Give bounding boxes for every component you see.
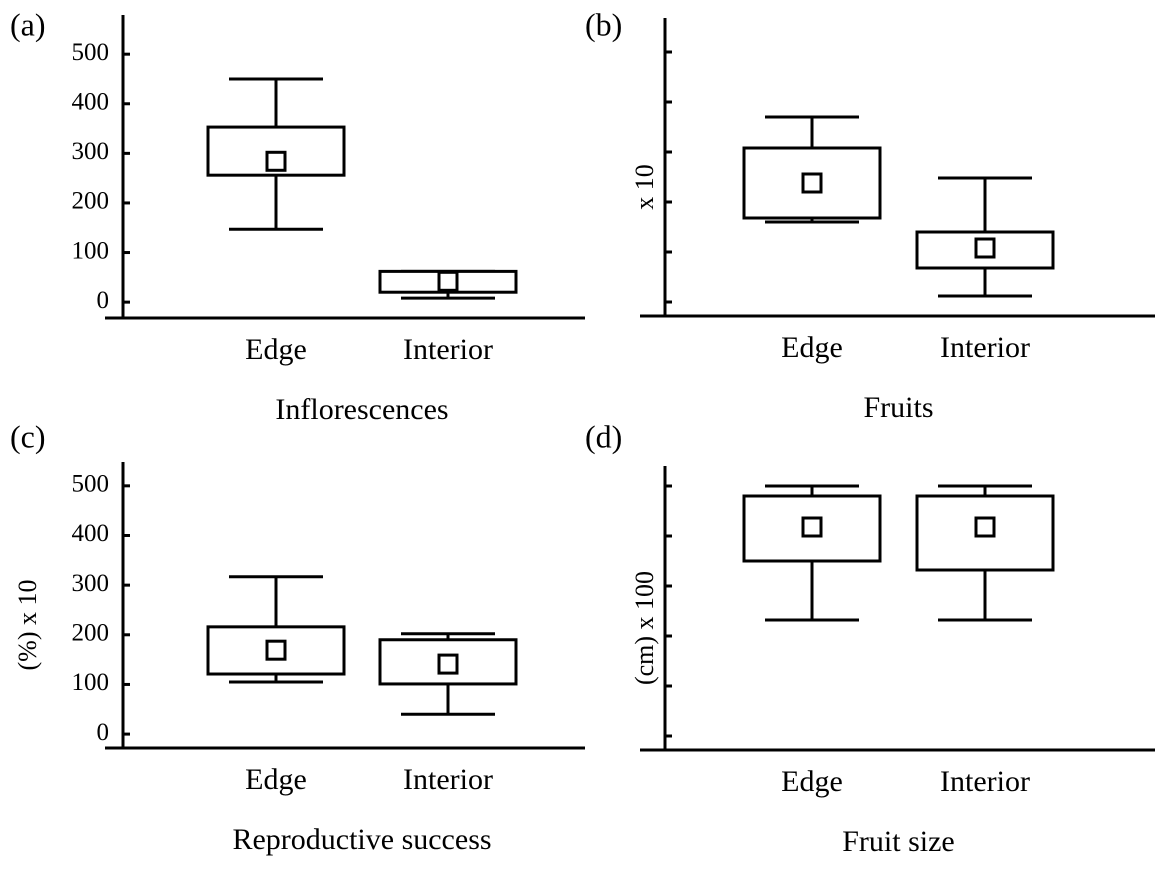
y-tick-label: 200 <box>72 188 110 215</box>
y-tick-label: 200 <box>72 620 110 647</box>
x-tick-label: Edge <box>781 331 843 364</box>
x-tick-label: Interior <box>940 765 1030 798</box>
y-tick-label: 500 <box>72 471 110 498</box>
y-tick-label: 400 <box>72 520 110 547</box>
mean-marker <box>437 653 459 675</box>
x-tick-label: Edge <box>781 765 843 798</box>
mean-marker <box>437 270 459 292</box>
panel-label: (a) <box>10 6 46 42</box>
x-axis-label: Fruit size <box>842 825 955 858</box>
y-axis-label: x 10 <box>630 164 659 210</box>
x-axis-label: Fruits <box>863 391 933 424</box>
x-tick-label: Interior <box>403 763 493 796</box>
y-tick-label: 0 <box>97 287 110 314</box>
mean-marker <box>801 516 823 538</box>
mean-marker <box>801 172 823 194</box>
mean-marker <box>974 237 996 259</box>
y-tick-label: 500 <box>72 39 110 66</box>
panel-label: (b) <box>585 6 622 42</box>
panel-label: (d) <box>585 418 622 454</box>
x-axis-label: Reproductive success <box>232 823 491 856</box>
y-axis-label: (cm) x 100 <box>630 571 659 685</box>
mean-marker <box>974 516 996 538</box>
x-tick-label: Interior <box>403 333 493 366</box>
x-axis-label: Inflorescences <box>275 393 448 426</box>
y-tick-label: 400 <box>72 89 110 116</box>
y-axis-label: (%) x 10 <box>13 580 42 671</box>
y-tick-label: 300 <box>72 138 110 165</box>
mean-marker <box>265 639 287 661</box>
mean-marker <box>265 150 287 172</box>
y-tick-label: 300 <box>72 570 110 597</box>
y-tick-label: 0 <box>97 719 110 746</box>
x-tick-label: Edge <box>245 763 307 796</box>
y-tick-label: 100 <box>72 669 110 696</box>
x-tick-label: Interior <box>940 331 1030 364</box>
panel-label: (c) <box>10 418 46 454</box>
x-tick-label: Edge <box>245 333 307 366</box>
y-tick-label: 100 <box>72 237 110 264</box>
